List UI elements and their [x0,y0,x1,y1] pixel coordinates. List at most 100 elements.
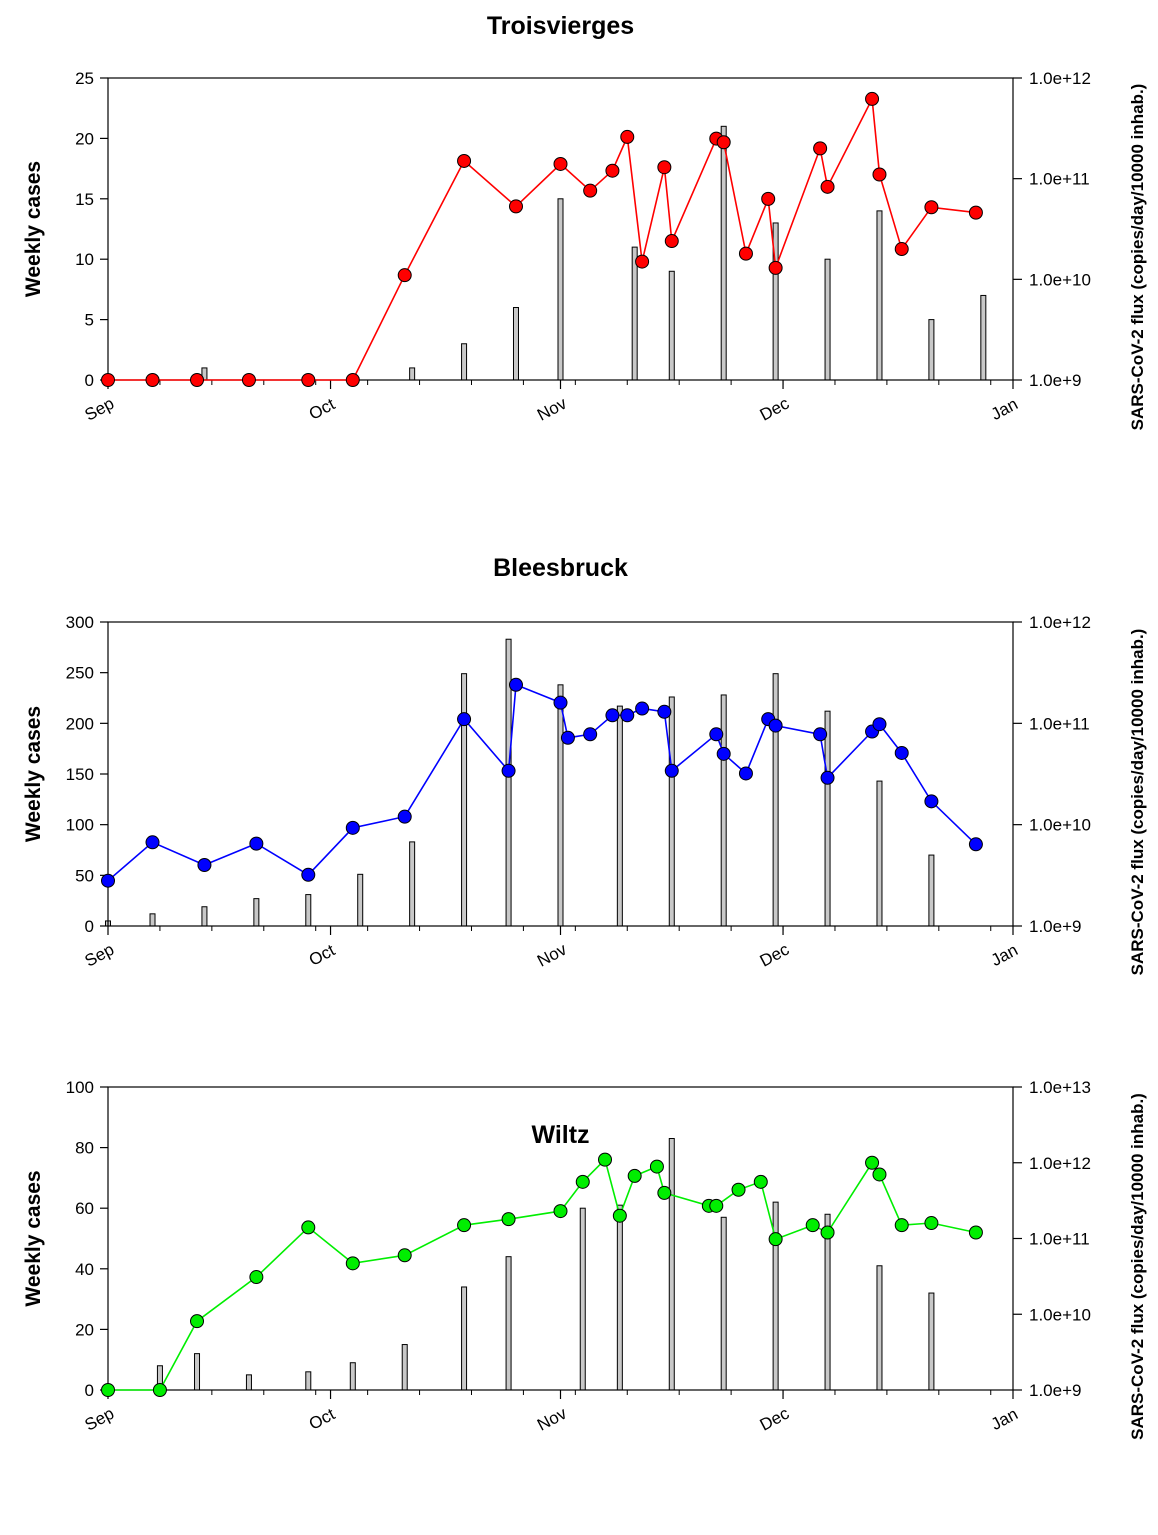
flux-point [865,1155,880,1170]
flux-point [605,163,620,178]
weekly-cases-bar [668,270,675,381]
weekly-cases-bar [980,294,987,381]
flux-point [657,1185,672,1200]
y-tick-label: 0 [85,1381,94,1400]
flux-point [872,167,887,182]
weekly-cases-bar [720,694,727,927]
y-tick-label: 0 [85,917,94,936]
y2-tick-label: 1.0e+11 [1029,1230,1090,1249]
flux-point [101,873,115,888]
flux-point [813,141,828,156]
flux-line [107,683,977,882]
y2-tick-label: 1.0e+12 [1029,69,1091,88]
y-axis-label: Weekly cases [22,706,45,842]
flux-point [968,205,983,220]
flux-line [108,1158,977,1391]
x-tick-label: Nov [534,939,570,970]
chart-panel-1: Troisvierges 0 5 10 15 20 25 1.0e+9 1.0e+10 1.0e+… [22,12,1147,430]
flux-point [397,809,412,824]
y2-tick-label: 1.0e+10 [1029,270,1091,289]
flux-point [553,1204,568,1219]
y-tick-label: 100 [66,816,94,835]
y-tick-label: 250 [66,664,94,683]
chart-title: Bleesbruck [493,554,628,582]
flux-point [924,1216,939,1231]
flux-point [813,727,828,742]
x-tick-label: Sep [82,940,118,971]
flux-point [738,766,753,781]
y2-tick-label: 1.0e+11 [1029,714,1090,733]
flux-point [731,1182,746,1197]
flux-point [457,153,472,168]
x-tick-label: Oct [306,394,339,423]
y2-tick-label: 1.0e+12 [1029,613,1091,632]
flux-point [805,1218,820,1233]
flux-point [301,867,316,882]
y-tick-label: 60 [75,1199,94,1218]
x-tick-label: Oct [306,1404,339,1433]
flux-point [612,1208,627,1223]
weekly-cases-bar [928,1292,935,1391]
flux-point [761,191,776,206]
y-axis-label: Weekly cases [22,1170,45,1306]
x-tick-label: Jan [988,940,1021,970]
weekly-cases-bar [201,906,208,927]
x-tick-label: Dec [757,393,793,424]
y-tick-label: 80 [75,1139,94,1158]
weekly-cases-bar [512,307,519,381]
y-tick-label: 150 [66,765,94,784]
weekly-cases-bar [505,1256,512,1391]
y2-tick-label: 1.0e+13 [1029,1078,1091,1097]
flux-point [820,179,835,194]
flux-point [924,200,939,215]
y-tick-label: 300 [66,613,94,632]
y2-tick-label: 1.0e+11 [1029,170,1090,189]
y2-tick-label: 1.0e+10 [1029,816,1091,835]
weekly-cases-bar [668,1138,675,1391]
flux-point [709,727,724,742]
weekly-cases-bar [631,246,638,381]
weekly-cases-bar [928,854,935,927]
y-tick-label: 20 [75,129,94,148]
weekly-cases-bar [194,1353,201,1391]
flux-point [620,708,635,723]
flux-point [345,373,360,387]
flux-point [768,1232,783,1247]
flux-point [753,1174,768,1189]
flux-point [620,129,635,144]
flux-point [197,857,212,872]
weekly-cases-bar [461,343,468,381]
chart-title: Wiltz [531,1121,589,1149]
weekly-cases-bar [557,684,564,927]
flux-point [508,677,523,692]
weekly-cases-bar [461,1286,468,1391]
y2-tick-label: 1.0e+12 [1029,1154,1091,1173]
x-tick-label: Sep [82,394,118,425]
flux-point [583,727,598,742]
flux-point [152,1383,167,1397]
flux-point [101,1383,115,1397]
flux-point [508,199,523,214]
flux-point [716,746,731,761]
flux-point [101,373,115,387]
weekly-cases-bar [305,894,312,927]
y-tick-label: 200 [66,714,94,733]
flux-point [241,373,256,387]
flux-point [657,160,672,175]
flux-point [553,695,568,710]
weekly-cases-bar [349,1362,356,1391]
flux-point [301,1220,316,1235]
flux-point [716,135,731,150]
y-tick-label: 50 [75,866,94,885]
flux-point [397,1248,412,1263]
flux-point [457,712,472,727]
flux-point [145,835,160,850]
flux-point [968,837,983,852]
y2-axis-label: SARS-CoV-2 flux (copies/day/10000 inhab.… [1128,629,1147,976]
flux-point [768,718,783,733]
flux-line [108,96,976,381]
y-tick-label: 40 [75,1260,94,1279]
flux-point [968,1225,983,1240]
flux-point [249,1270,264,1285]
y2-axis-label: SARS-CoV-2 flux (copies/day/10000 inhab.… [1128,1093,1147,1440]
